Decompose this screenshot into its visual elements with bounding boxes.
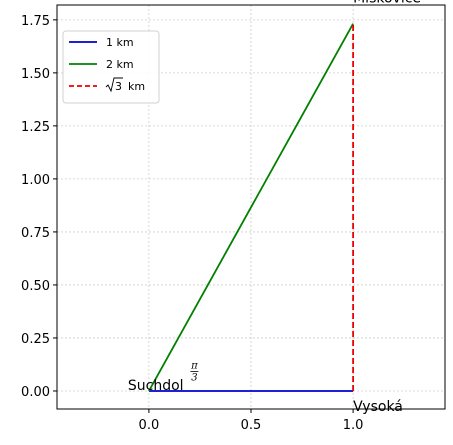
legend-label-1: 1 km — [106, 36, 134, 49]
annotations: Suchdol Vysoká Miskovice π3 — [128, 0, 421, 415]
annotation-label-2: Vysoká — [353, 399, 403, 415]
legend-sqrt-sign — [105, 77, 123, 93]
x-tick-label: 0.5 — [241, 418, 262, 433]
series-layer — [148, 23, 355, 392]
legend-box — [62, 30, 160, 104]
annotation-label-1: Suchdol — [128, 378, 184, 394]
y-tick-label: 0.50 — [21, 279, 50, 294]
y-tick-label: 1.75 — [21, 14, 50, 29]
legend-label-3: km — [128, 80, 145, 93]
y-tick-label: 1.50 — [21, 67, 50, 82]
x-axis: 0.0 0.5 1.0 — [139, 409, 364, 433]
angle-fraction-numerator: π — [190, 361, 198, 372]
series-line-2 — [148, 23, 354, 392]
legend-sqrt-radicand: 3 — [115, 80, 122, 93]
angle-fraction-denominator: 3 — [191, 373, 197, 384]
x-tick-label: 1.0 — [343, 418, 364, 433]
y-tick-label: 0.00 — [21, 385, 50, 400]
y-tick-label: 0.75 — [21, 226, 50, 241]
y-axis: 0.00 0.25 0.50 0.75 1.00 1.25 1.50 1.75 — [21, 14, 57, 400]
y-tick-label: 1.00 — [21, 173, 50, 188]
y-tick-label: 0.25 — [21, 332, 50, 347]
x-tick-label: 0.0 — [139, 418, 160, 433]
legend-label-2: 2 km — [106, 58, 134, 71]
legend: 1 km 2 km 3 km — [62, 30, 160, 104]
y-tick-label: 1.25 — [21, 120, 50, 135]
annotation-label-3: Miskovice — [353, 0, 421, 7]
